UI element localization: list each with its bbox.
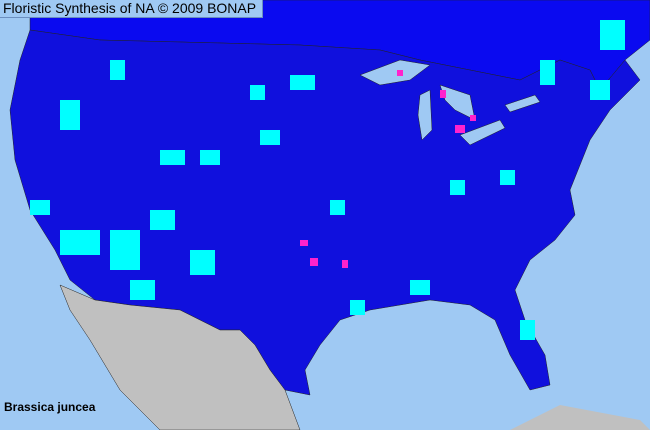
great-lakes xyxy=(359,59,541,146)
county-presence-cyan xyxy=(30,20,625,340)
mexico-region xyxy=(59,284,301,430)
map-title: Floristic Synthesis of NA © 2009 BONAP xyxy=(0,0,264,18)
species-label: Brassica juncea xyxy=(4,400,96,414)
county-presence-magenta xyxy=(300,70,476,268)
cuba xyxy=(510,405,650,430)
